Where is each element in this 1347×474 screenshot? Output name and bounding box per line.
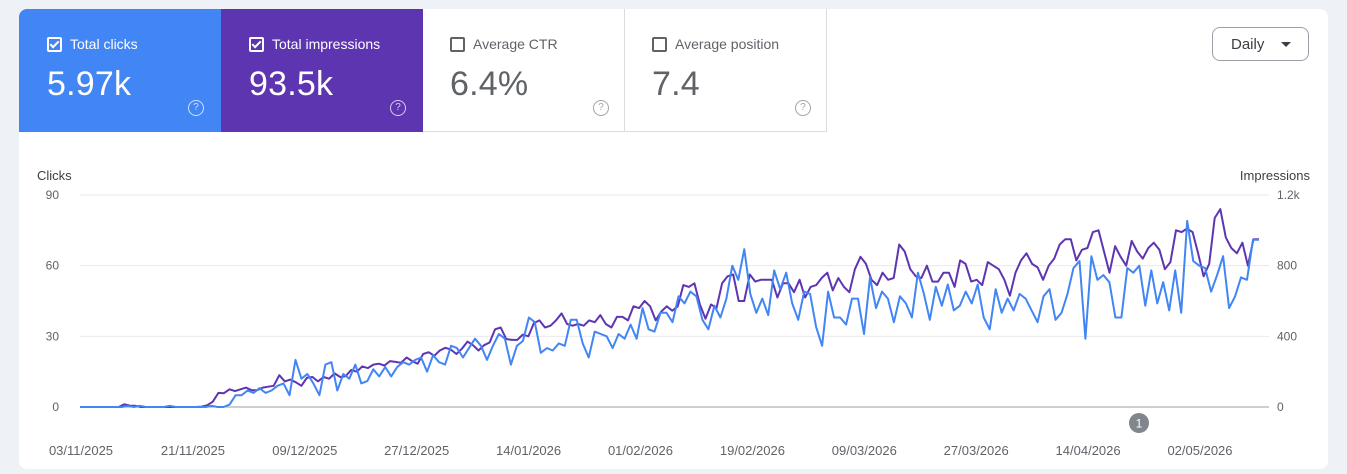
chart-grid xyxy=(80,194,1269,408)
tile-value: 7.4 xyxy=(652,65,700,103)
annotation-marker-label: 1 xyxy=(1136,417,1143,431)
tile-average-position[interactable]: Average position 7.4 ? xyxy=(625,9,827,132)
tile-header: Average position xyxy=(652,36,779,52)
x-tick-label: 01/02/2026 xyxy=(608,443,673,458)
left-axis-label: Clicks xyxy=(37,168,72,183)
tile-header: Total impressions xyxy=(249,36,380,52)
tile-label: Total impressions xyxy=(272,36,381,52)
tile-value: 93.5k xyxy=(249,65,334,103)
right-tick-label: 1.2k xyxy=(1277,188,1301,202)
left-tick-label: 30 xyxy=(46,329,60,343)
tile-label: Total clicks xyxy=(70,36,138,52)
left-axis-ticks: 90 60 30 0 xyxy=(46,188,60,414)
series-line-impressions xyxy=(80,208,1259,408)
x-tick-label: 03/11/2025 xyxy=(49,443,113,458)
metric-tiles: Total clicks 5.97k ? Total impressions 9… xyxy=(19,9,827,132)
caret-down-icon xyxy=(1281,42,1291,47)
annotation-marker-circle[interactable] xyxy=(1129,413,1149,433)
tile-value: 6.4% xyxy=(450,65,529,103)
x-tick-label: 21/11/2025 xyxy=(161,443,225,458)
right-tick-label: 400 xyxy=(1277,329,1297,343)
x-tick-label: 27/12/2025 xyxy=(384,443,449,458)
series-line-clicks xyxy=(80,219,1259,408)
help-icon[interactable]: ? xyxy=(795,100,811,116)
x-tick-label: 14/01/2026 xyxy=(496,443,561,458)
x-tick-label: 09/03/2026 xyxy=(832,443,897,458)
annotation-marker[interactable]: 1 xyxy=(1129,413,1149,433)
x-tick-label: 27/03/2026 xyxy=(944,443,1009,458)
performance-chart: Clicks Impressions 90 60 30 0 1.2k 800 400 0 0… xyxy=(37,168,1311,458)
left-tick-label: 60 xyxy=(46,259,60,273)
x-tick-label: 02/05/2026 xyxy=(1167,443,1232,458)
x-tick-label: 19/02/2026 xyxy=(720,443,785,458)
right-tick-label: 800 xyxy=(1277,259,1297,273)
help-icon[interactable]: ? xyxy=(188,100,204,116)
tile-average-ctr[interactable]: Average CTR 6.4% ? xyxy=(423,9,625,132)
help-icon[interactable]: ? xyxy=(593,100,609,116)
tile-value: 5.97k xyxy=(47,65,132,103)
checkbox-unchecked-icon[interactable] xyxy=(450,36,465,52)
left-tick-label: 0 xyxy=(52,400,59,414)
right-axis-ticks: 1.2k 800 400 0 xyxy=(1277,188,1301,414)
right-tick-label: 0 xyxy=(1277,400,1284,414)
chart-lines xyxy=(80,208,1259,408)
help-icon[interactable]: ? xyxy=(390,100,406,116)
performance-card: Total clicks 5.97k ? Total impressions 9… xyxy=(19,9,1328,469)
x-axis-ticks: 03/11/2025 21/11/2025 09/12/2025 27/12/2025… xyxy=(49,443,1233,458)
checkbox-checked-icon[interactable] xyxy=(249,36,264,52)
dropdown-label: Daily xyxy=(1231,35,1265,53)
tile-total-clicks[interactable]: Total clicks 5.97k ? xyxy=(19,9,221,132)
granularity-dropdown[interactable]: Daily xyxy=(1212,27,1309,61)
right-axis-label: Impressions xyxy=(1240,168,1311,183)
checkbox-unchecked-icon[interactable] xyxy=(652,36,667,52)
checkbox-checked-icon[interactable] xyxy=(47,36,62,52)
tile-header: Average CTR xyxy=(450,36,558,52)
x-tick-label: 14/04/2026 xyxy=(1056,443,1121,458)
x-tick-label: 09/12/2025 xyxy=(272,443,337,458)
tile-label: Average position xyxy=(675,36,780,52)
tile-total-impressions[interactable]: Total impressions 93.5k ? xyxy=(221,9,423,132)
left-tick-label: 90 xyxy=(46,188,60,202)
tile-label: Average CTR xyxy=(473,36,558,52)
tile-header: Total clicks xyxy=(47,36,138,52)
